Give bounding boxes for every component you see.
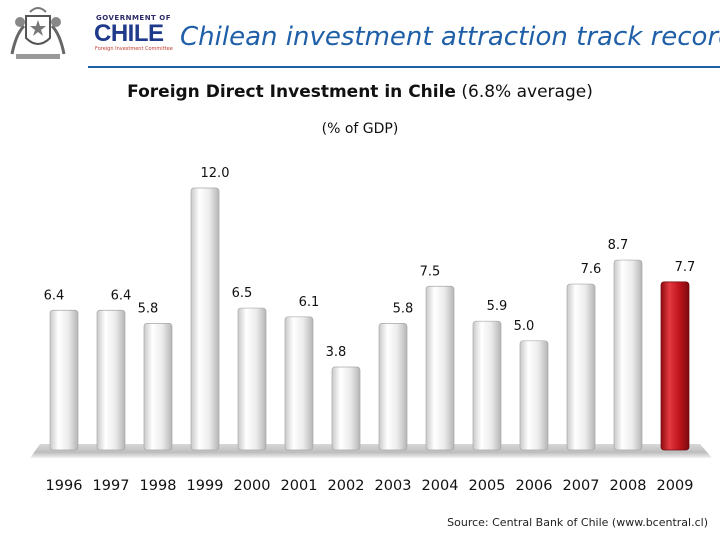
- x-tick-1997: 1997: [93, 478, 130, 494]
- bar-1996: [49, 309, 79, 451]
- bar-1999: [190, 187, 220, 451]
- logo-chile-text: CHILE: [94, 20, 164, 47]
- value-label-1998: 5.8: [138, 301, 159, 316]
- value-label-2005: 5.9: [487, 299, 508, 314]
- x-tick-2002: 2002: [328, 478, 365, 494]
- title-divider: [88, 66, 720, 68]
- value-label-2009: 7.7: [675, 260, 696, 275]
- x-tick-2005: 2005: [469, 478, 506, 494]
- x-tick-labels-group: 1996 1997 1998 1999 2000 2001 2002 2003 2004 2005…: [46, 478, 694, 494]
- value-label-2002: 3.8: [326, 345, 347, 360]
- source-note: Source: Central Bank of Chile (www.bcent…: [447, 516, 708, 529]
- value-label-2001: 6.1: [299, 295, 320, 310]
- x-tick-2001: 2001: [281, 478, 318, 494]
- x-tick-2006: 2006: [516, 478, 553, 494]
- chart-subtitle: (% of GDP): [321, 121, 399, 137]
- government-logo: GOVERNMENT OF CHILE Foreign Investment C…: [4, 4, 174, 64]
- x-tick-2009: 2009: [657, 478, 694, 494]
- x-tick-2000: 2000: [234, 478, 271, 494]
- x-tick-2004: 2004: [422, 478, 459, 494]
- value-label-2004: 7.5: [420, 264, 441, 279]
- chart-title: Foreign Direct Investment in Chile (6.8%…: [0, 82, 720, 102]
- bar-2003: [378, 323, 408, 451]
- value-label-2006: 5.0: [514, 319, 535, 334]
- x-tick-2008: 2008: [610, 478, 647, 494]
- chart-title-main: Foreign Direct Investment in Chile: [127, 82, 456, 102]
- value-label-2008: 8.7: [608, 238, 629, 253]
- bar-2004: [425, 285, 455, 451]
- bar-2005: [472, 320, 502, 451]
- value-label-2000: 6.5: [232, 286, 253, 301]
- bar-2000: [237, 307, 267, 451]
- x-tick-1999: 1999: [187, 478, 224, 494]
- coat-of-arms-icon: [10, 7, 66, 59]
- value-label-1999: 12.0: [201, 166, 230, 181]
- bar-2002: [331, 366, 361, 451]
- bar-1997: [96, 309, 126, 451]
- bar-1998: [143, 323, 173, 451]
- chart-title-average: (6.8% average): [461, 82, 593, 102]
- value-label-1997: 6.4: [111, 288, 132, 303]
- x-tick-1996: 1996: [46, 478, 83, 494]
- page-title: Chilean investment attraction track reco…: [180, 22, 720, 52]
- bar-2001: [284, 316, 314, 451]
- x-tick-2003: 2003: [375, 478, 412, 494]
- value-label-2007: 7.6: [581, 262, 602, 277]
- logo-government-text: GOVERNMENT OF: [96, 14, 172, 22]
- bar-chart: 6.4 6.4 5.8 12.0 6.5 6.1 3.8 5.8 7.5 5.9 5.0 7.6 8.7…: [30, 166, 712, 494]
- bar-2009: [660, 281, 690, 451]
- value-label-2003: 5.8: [393, 301, 414, 316]
- value-labels-group: 6.4 6.4 5.8 12.0 6.5 6.1 3.8 5.8 7.5 5.9 5.0 7.6 8.7…: [44, 166, 696, 360]
- x-tick-1998: 1998: [140, 478, 177, 494]
- value-label-1996: 6.4: [44, 288, 65, 303]
- logo-subtitle: Foreign Investment Committee: [95, 46, 173, 52]
- bar-2008: [613, 259, 643, 451]
- bar-2007: [566, 283, 596, 451]
- chart-floor: [30, 444, 712, 458]
- bars-group: [49, 187, 690, 451]
- x-tick-2007: 2007: [563, 478, 600, 494]
- bar-2006: [519, 340, 549, 451]
